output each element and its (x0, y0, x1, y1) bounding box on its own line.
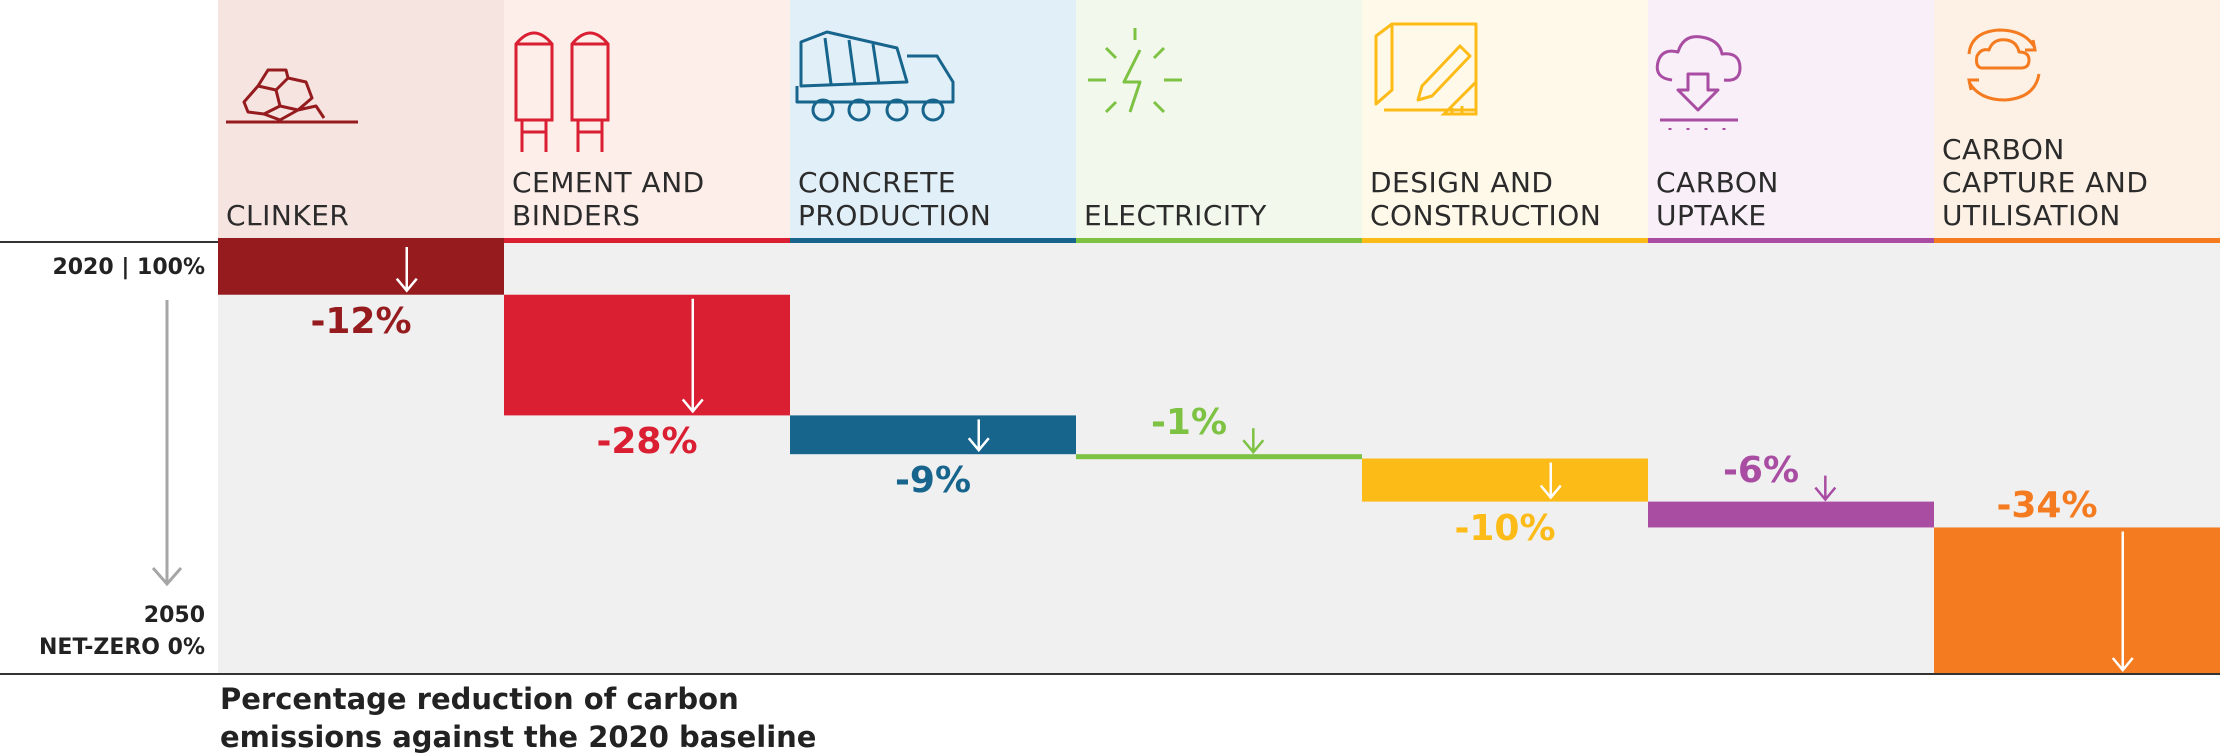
arrow-down-icon (2111, 531, 2134, 672)
start-axis-label: 2020 | 100% (52, 255, 205, 280)
rocks-icon (226, 68, 358, 124)
end-axis-label-netzero: NET-ZERO 0% (39, 635, 205, 660)
header-panel-3 (1076, 0, 1362, 240)
arrow-down-icon (967, 419, 990, 453)
arrow-down-icon (1814, 475, 1837, 502)
header-underline-1 (504, 238, 790, 243)
bar-0 (218, 243, 504, 295)
value-label-0: -12% (310, 300, 412, 342)
header-underline-0 (218, 238, 504, 243)
category-label-5-line-0: CARBON (1656, 166, 1779, 199)
header-underline-3 (1076, 238, 1362, 243)
arrow-down-icon (395, 247, 418, 293)
chart-caption: Percentage reduction of carbon emissions… (220, 680, 816, 756)
header-panel-6 (1934, 0, 2220, 240)
category-label-3-line-0: ELECTRICITY (1084, 199, 1267, 232)
category-label-4-line-0: DESIGN AND (1370, 166, 1554, 199)
category-label-4: DESIGN AND CONSTRUCTION (1370, 166, 1601, 232)
category-label-6-line-2: UTILISATION (1942, 199, 2121, 232)
category-label-1-line-0: CEMENT AND (512, 166, 705, 199)
header-underline-2 (790, 238, 1076, 243)
bar-5 (1648, 501, 1934, 528)
blueprint-pencil-icon (1374, 22, 1478, 116)
co2-recycle-icon (1967, 28, 2041, 102)
category-label-1-line-1: BINDERS (512, 199, 641, 232)
header-panel-0 (218, 0, 504, 240)
category-label-3: ELECTRICITY (1084, 199, 1267, 232)
caption-line-2: emissions against the 2020 baseline (220, 720, 817, 754)
co2-uptake-icon (1655, 35, 1742, 130)
value-label-2: -9% (894, 460, 972, 502)
category-label-5: CARBON UPTAKE (1656, 166, 1779, 232)
value-label-3: -1% (1150, 402, 1228, 444)
arrow-down-icon (681, 298, 704, 414)
category-label-0-line-0: CLINKER (226, 199, 350, 232)
header-underline-5 (1648, 238, 1934, 243)
bar-3 (1076, 454, 1362, 460)
bar-6 (1934, 527, 2220, 674)
value-label-1: -28% (596, 421, 698, 463)
category-label-0: CLINKER (226, 199, 349, 232)
arrow-down-icon (1242, 428, 1265, 455)
category-label-2-line-1: PRODUCTION (798, 199, 992, 232)
timeline-arrow-icon (151, 300, 183, 587)
bar-4 (1362, 458, 1648, 502)
category-label-6-line-0: CARBON (1942, 133, 2065, 166)
category-label-6: CARBON CAPTURE AND UTILISATION (1942, 133, 2148, 232)
header-panel-4 (1362, 0, 1648, 240)
category-label-5-line-1: UPTAKE (1656, 199, 1767, 232)
value-label-5: -6% (1722, 449, 1800, 491)
caption-line-1: Percentage reduction of carbon (220, 682, 739, 716)
arrow-down-icon (1539, 462, 1562, 500)
category-label-1: CEMENT AND BINDERS (512, 166, 705, 232)
value-label-4: -10% (1454, 507, 1556, 549)
bar-2 (790, 415, 1076, 455)
header-underline-4 (1362, 238, 1648, 243)
category-label-4-line-1: CONSTRUCTION (1370, 199, 1602, 232)
silos-icon (514, 31, 610, 152)
category-label-2-line-0: CONCRETE (798, 166, 957, 199)
header-underline-6 (1934, 238, 2220, 243)
category-label-2: CONCRETE PRODUCTION (798, 166, 991, 232)
category-label-6-line-1: CAPTURE AND (1942, 166, 2149, 199)
value-label-6: -34% (1996, 485, 2098, 527)
end-axis-label-year: 2050 (143, 603, 205, 628)
concrete-mixer-truck-icon (795, 30, 955, 122)
bar-1 (504, 294, 790, 416)
lightning-bolt-icon (1088, 28, 1182, 114)
